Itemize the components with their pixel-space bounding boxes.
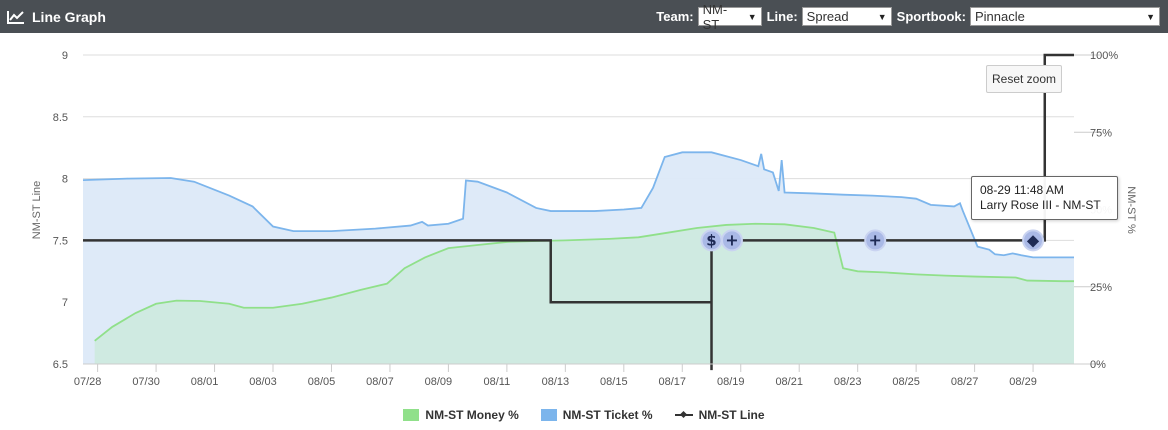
money-area [94,223,1074,364]
line-label: Line: [766,9,798,24]
marker-circle [864,229,887,252]
y-right-tick-label: 25% [1090,282,1112,294]
y-left-tick-label: 8.5 [53,112,68,124]
marker-symbol: + [725,230,738,249]
tooltip-player: Larry Rose III - NM-ST [980,198,1101,212]
x-tick-label: 08/15 [600,376,628,388]
y-axis-right-title: NM-ST % [1125,186,1137,234]
chart-legend: NM-ST Money % NM-ST Ticket % NM-ST Line [0,405,1168,425]
line-chart-icon [7,10,24,24]
legend-item-ticket[interactable]: NM-ST Ticket % [540,408,653,422]
team-select[interactable]: NM-ST ▼ [697,2,762,32]
chevron-down-icon: ▼ [1146,11,1155,22]
chevron-down-icon: ▼ [877,11,887,22]
tooltip-date: 08-29 11:48 AM [980,183,1064,197]
marker-circle [1022,229,1045,252]
legend-swatch-money [403,409,420,421]
x-tick-label: 08/05 [308,376,336,388]
chart-title: Line Graph [32,8,106,25]
x-tick-label: 07/30 [132,376,160,388]
line-chart[interactable]: $++◆ 6.577.588.59 0%25%50%75%100% 07/280… [0,33,1168,405]
x-tick-label: 08/03 [249,376,277,388]
x-tick-label: 08/23 [834,376,862,388]
line-select-value: Spread [806,9,849,24]
y-axis-left: 6.5 7 7.5 8 8.5 9 [53,50,68,371]
line-select[interactable]: Spread ▼ [801,7,892,26]
chart-header: Line Graph Team: NM-ST ▼ Line: Spread ▼ … [0,0,1168,33]
y-right-tick-label: 75% [1090,127,1112,139]
x-tick-label: 08/17 [659,376,687,388]
legend-item-money[interactable]: NM-ST Money % [403,408,519,422]
y-left-tick-label: 6.5 [53,359,68,371]
x-axis: 07/28 07/30 08/01 08/03 08/05 08/07 08/09 08/11… [74,363,1074,388]
flag-markers: $ + + ◆ [700,229,1045,252]
reset-zoom-button[interactable]: Reset zoom [986,65,1062,93]
x-tick-label: 08/29 [1009,376,1037,388]
legend-label-money: NM-ST Money % [425,408,519,422]
marker-symbol: $ [706,231,716,249]
legend-item-line[interactable]: NM-ST Line [674,408,765,422]
x-tick-label: 07/28 [74,376,102,388]
x-tick-label: 08/01 [191,376,219,388]
x-tick-label: 08/21 [775,376,803,388]
legend-label-line: NM-ST Line [698,408,765,422]
sportsbook-label: Sportbook: [896,9,966,24]
y-right-tick-label: 100% [1090,50,1118,62]
x-tick-label: 08/13 [542,376,570,388]
team-label: Team: [656,9,694,24]
team-select-value: NM-ST [702,1,728,32]
x-tick-label: 08/11 [484,376,511,388]
x-tick-label: 08/27 [951,376,979,388]
legend-swatch-line [674,409,693,421]
y-left-tick-label: 8 [62,174,68,186]
x-tick-label: 08/07 [366,376,394,388]
money-line [94,222,1074,342]
line-series [82,53,1074,371]
marker-symbol: + [869,230,882,249]
title-wrap: Line Graph [7,9,106,25]
marker-circle [720,229,743,252]
chevron-down-icon: ▼ [747,11,757,22]
y-axis-left-title: NM-ST Line [31,181,43,239]
y-right-tick-label: 0% [1090,359,1106,371]
area-series [83,152,1074,364]
marker-symbol: ◆ [1027,230,1040,249]
ticket-line [82,151,1074,259]
legend-swatch-ticket [540,409,557,421]
y-left-tick-label: 9 [62,50,68,62]
spread-line [83,53,1074,371]
chart-controls: Team: NM-ST ▼ Line: Spread ▼ Sportbook: … [656,0,1168,33]
sportsbook-select[interactable]: Pinnacle ▼ [970,7,1160,26]
x-tick-label: 08/19 [717,376,745,388]
legend-label-ticket: NM-ST Ticket % [562,408,653,422]
x-tick-label: 08/09 [425,376,453,388]
sportsbook-select-value: Pinnacle [975,9,1025,24]
y-left-tick-label: 7.5 [53,235,68,247]
chart-tooltip: 08-29 11:48 AM Larry Rose III - NM-ST [971,176,1118,220]
x-tick-label: 08/25 [892,376,920,388]
y-left-tick-label: 7 [62,297,68,309]
